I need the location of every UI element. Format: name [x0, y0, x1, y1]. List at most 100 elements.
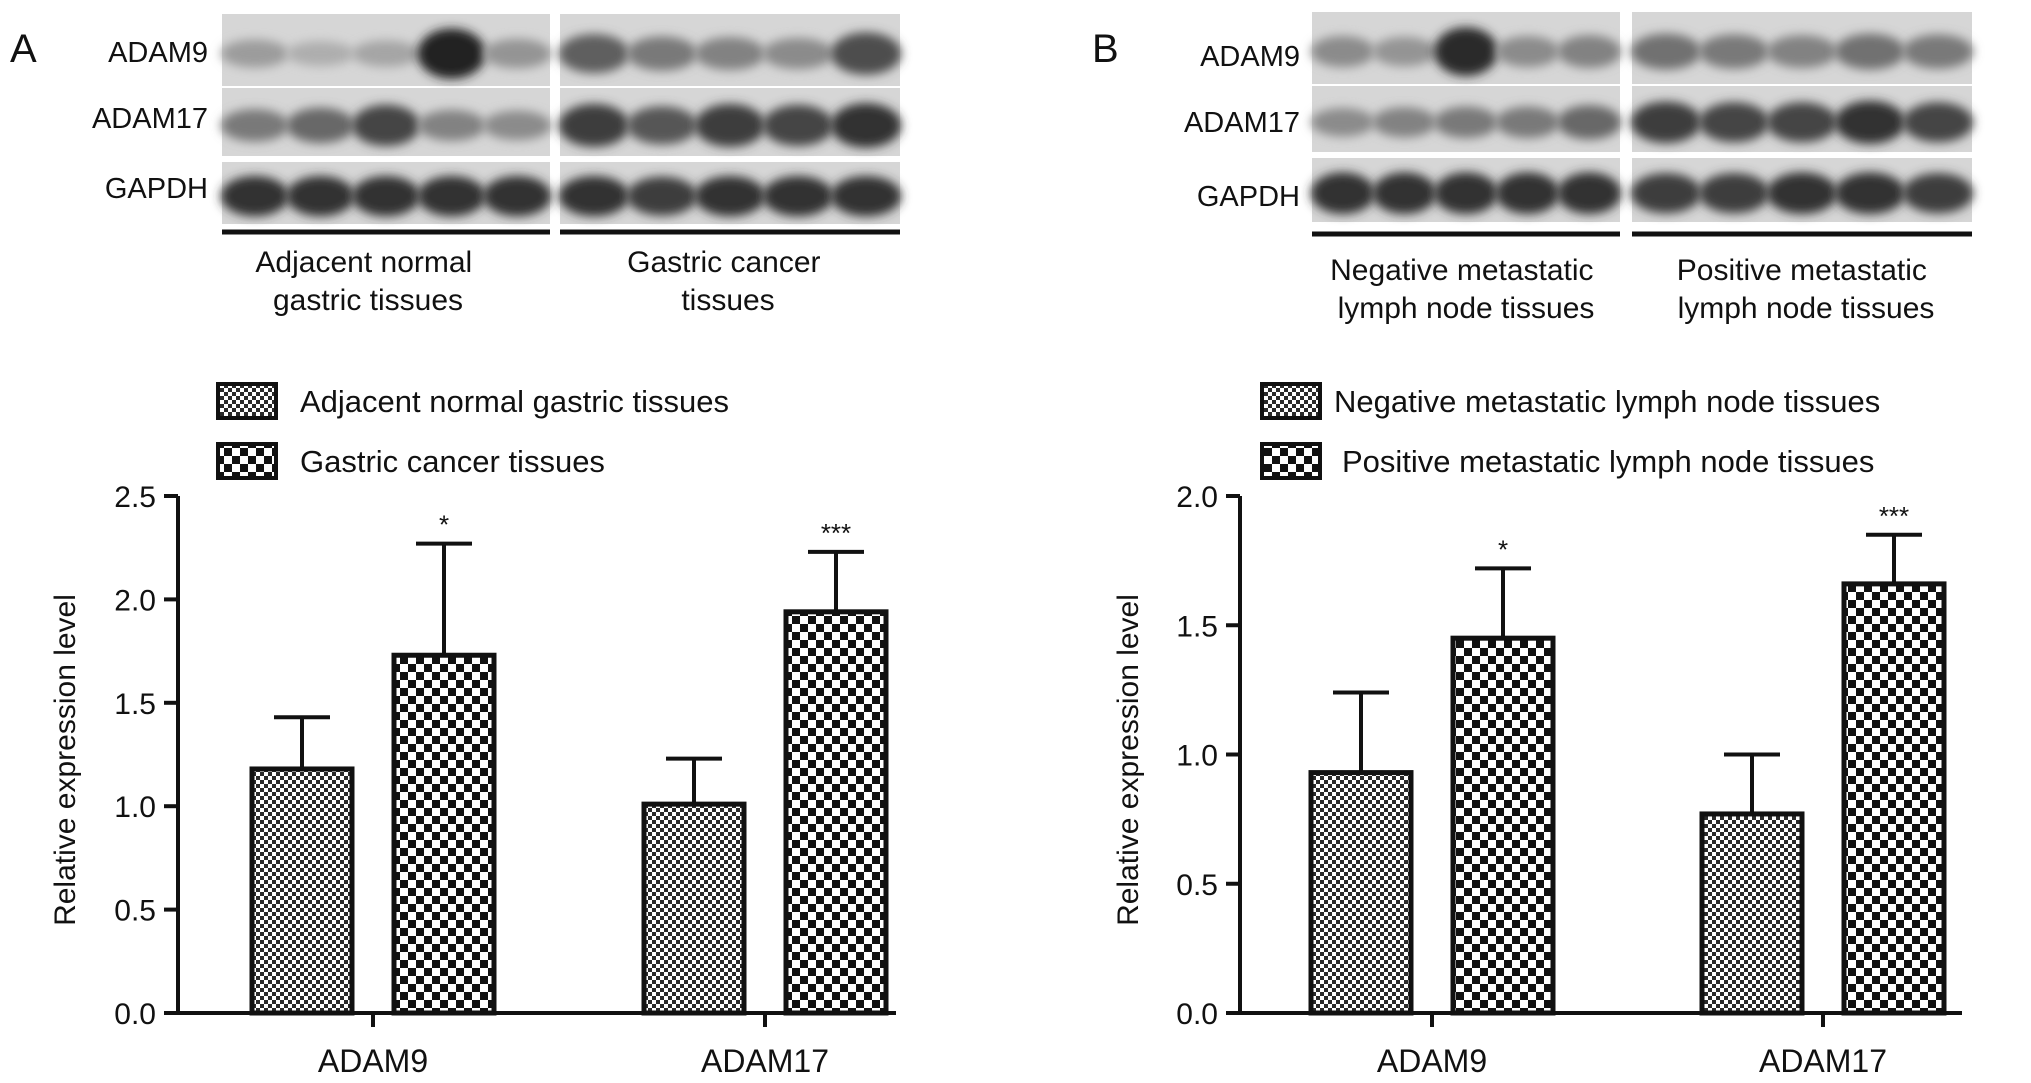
y-tick-label: 2.5: [114, 481, 156, 514]
blot-band: [1495, 35, 1560, 68]
blot-band: [1310, 35, 1375, 68]
blot-band: [762, 104, 834, 147]
blot-bands: [558, 32, 902, 75]
western-blot: ADAM9 ADAM17 GAPDH Adjacent normal gastr…: [92, 14, 902, 317]
blot-band: [1433, 106, 1499, 139]
blot-band: [1902, 102, 1974, 143]
blot-group-label-line: Adjacent normal: [255, 246, 472, 279]
x-tick-label: ADAM17: [1759, 1043, 1887, 1079]
panel-letter: B: [1092, 27, 1119, 71]
y-axis-label: Relative expression level: [1112, 594, 1145, 926]
blot-band: [694, 103, 766, 147]
y-tick-label: 1.5: [1176, 610, 1218, 643]
panel-a: A ADAM9 ADAM17 GAPDH Adjacent normal gas…: [10, 14, 902, 1079]
blot-band: [1433, 27, 1499, 76]
blot-band: [417, 175, 486, 217]
legend-entry: Negative metastatic lymph node tissues: [1334, 384, 1880, 419]
blot-band: [626, 106, 698, 145]
chart-legend: Negative metastatic lymph node tissues P…: [1260, 382, 1880, 480]
blot-band: [286, 175, 355, 217]
western-blot: ADAM9 ADAM17 GAPDH Negative metastatic l…: [1184, 12, 1974, 325]
blot-band: [220, 39, 289, 68]
blot-band: [1495, 106, 1560, 139]
blot-group-label: Negative metastatic lymph node tissues: [1330, 254, 1602, 325]
blot-row-label: ADAM17: [92, 103, 208, 135]
legend-entry: Positive metastatic lymph node tissues: [1342, 444, 1874, 479]
blot-band: [830, 32, 902, 75]
blot-band: [1766, 102, 1838, 143]
x-tick-label: ADAM9: [318, 1043, 428, 1079]
legend-swatch: [216, 442, 278, 480]
blot-band: [220, 175, 289, 217]
blot-band: [483, 38, 552, 69]
blot-band: [558, 34, 630, 74]
blot-group-label-line: Positive metastatic: [1677, 254, 1927, 287]
x-tick-label: ADAM9: [1377, 1043, 1487, 1079]
y-axis-label: Relative expression level: [49, 594, 82, 926]
y-tick-label: 2.0: [1176, 481, 1218, 514]
blot-band: [558, 175, 630, 217]
blot-band: [1630, 33, 1702, 70]
blot-band: [1433, 172, 1499, 215]
blot-band: [1557, 105, 1622, 140]
y-tick-label: 0.0: [114, 998, 156, 1031]
blot-band: [351, 40, 421, 67]
blot-group-label: Positive metastatic lymph node tissues: [1677, 254, 1935, 325]
y-tick-label: 1.5: [114, 688, 156, 721]
blot-band: [1834, 33, 1906, 70]
legend-entry: Gastric cancer tissues: [300, 444, 605, 479]
blot-bands: [220, 175, 552, 217]
bar: [1308, 770, 1414, 1016]
blot-band: [286, 107, 355, 144]
bar: [1841, 581, 1947, 1016]
blot-group-label-line: Gastric cancer: [627, 246, 820, 279]
bar: [1450, 635, 1556, 1016]
y-tick-label: 1.0: [1176, 740, 1218, 773]
blot-band: [1630, 172, 1702, 214]
bar: [641, 801, 747, 1016]
blot-bands: [558, 175, 902, 217]
y-tick-label: 2.0: [114, 584, 156, 617]
blot-band: [1766, 35, 1838, 69]
y-tick-label: 0.5: [114, 895, 156, 928]
blot-band: [1902, 34, 1974, 69]
blot-band: [1310, 107, 1375, 137]
panel-b: B ADAM9 ADAM17 GAPDH Negative metastatic…: [1092, 12, 1974, 1079]
blot-band: [1557, 35, 1622, 69]
blot-group-label-line: tissues: [681, 284, 774, 317]
blot-row-label: ADAM9: [108, 37, 208, 69]
blot-band: [1372, 172, 1437, 215]
blot-band: [1902, 172, 1974, 214]
blot-band: [558, 103, 630, 147]
blot-group-label-line: lymph node tissues: [1678, 292, 1935, 325]
blot-band: [286, 41, 355, 67]
y-tick-label: 0.5: [1176, 869, 1218, 902]
blot-row-label: GAPDH: [1197, 181, 1300, 213]
bar: [391, 652, 497, 1016]
bar: [249, 766, 355, 1016]
x-tick-label: ADAM17: [701, 1043, 829, 1079]
blot-band: [1766, 172, 1838, 215]
legend-swatch: [216, 382, 278, 420]
blot-band: [830, 175, 902, 217]
blot-group-label-line: Negative metastatic: [1330, 254, 1593, 287]
blot-bands: [1630, 33, 1974, 70]
blot-band: [830, 103, 902, 148]
blot-band: [1630, 101, 1702, 144]
blot-row-label: ADAM9: [1200, 41, 1300, 73]
chart-legend: Adjacent normal gastric tissues Gastric …: [216, 382, 729, 480]
bar-chart: Relative expression level 0.0 0.5 1.0 1.5 2.…: [1112, 481, 1962, 1079]
blot-group-label: Gastric cancer tissues: [627, 246, 829, 317]
blot-group-label-line: gastric tissues: [273, 284, 463, 317]
blot-band: [351, 104, 421, 147]
blot-row-label: ADAM17: [1184, 107, 1300, 139]
blot-band: [694, 37, 766, 71]
bar: [783, 609, 889, 1016]
blot-band: [220, 109, 289, 142]
blot-band: [1557, 172, 1622, 215]
significance-marker: ***: [1879, 501, 1909, 531]
blot-band: [417, 109, 486, 141]
legend-entry: Adjacent normal gastric tissues: [300, 384, 729, 419]
legend-swatch: [1260, 382, 1322, 420]
significance-marker: ***: [821, 518, 851, 548]
